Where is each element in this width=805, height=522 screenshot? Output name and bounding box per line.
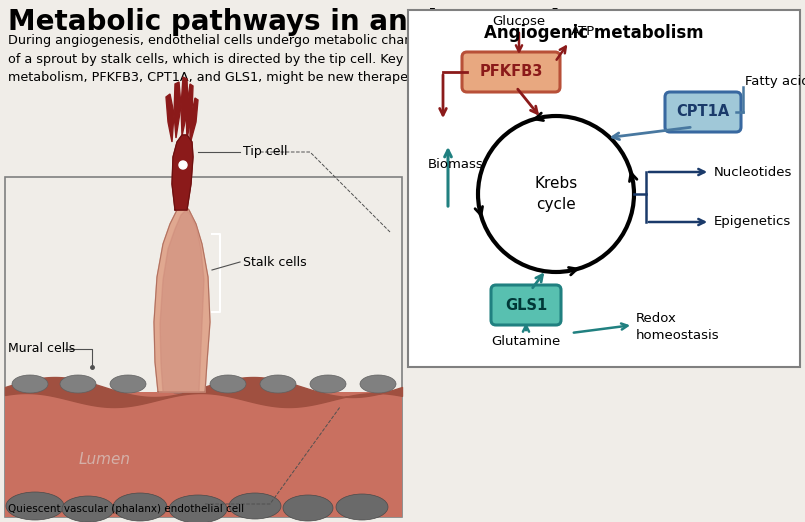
Text: PFKFB3: PFKFB3 [479,65,543,79]
Text: During angiogenesis, endothelial cells undergo metabolic changes that facilitate: During angiogenesis, endothelial cells u… [8,34,628,84]
Text: Glucose: Glucose [493,15,546,28]
Ellipse shape [283,495,333,521]
Ellipse shape [160,375,196,393]
Ellipse shape [229,493,281,519]
Text: Metabolic pathways in angiogenesis: Metabolic pathways in angiogenesis [8,8,576,36]
Polygon shape [174,82,181,138]
Ellipse shape [6,492,64,520]
Ellipse shape [336,494,388,520]
Ellipse shape [60,375,96,393]
Polygon shape [154,204,210,392]
FancyBboxPatch shape [5,392,402,517]
Polygon shape [160,210,204,392]
Ellipse shape [169,495,227,522]
Text: Biomass: Biomass [428,158,484,171]
Ellipse shape [12,375,48,393]
Text: Glutamine: Glutamine [491,335,560,348]
Polygon shape [181,77,188,136]
Polygon shape [172,135,193,210]
FancyBboxPatch shape [665,92,741,132]
Polygon shape [186,84,193,139]
Text: Tip cell: Tip cell [243,146,287,159]
Polygon shape [166,94,174,142]
Ellipse shape [110,375,146,393]
Text: Angiogenic metabolism: Angiogenic metabolism [484,24,704,42]
Text: Epigenetics: Epigenetics [714,216,791,229]
FancyBboxPatch shape [5,177,402,517]
Ellipse shape [113,493,167,521]
Text: Quiescent vascular (phalanx) endothelial cell: Quiescent vascular (phalanx) endothelial… [8,504,244,514]
Ellipse shape [360,375,396,393]
Circle shape [179,161,187,169]
FancyBboxPatch shape [491,285,561,325]
Text: Stalk cells: Stalk cells [243,255,307,268]
Text: Lumen: Lumen [79,453,131,468]
Ellipse shape [260,375,296,393]
Text: GLS1: GLS1 [505,298,547,313]
Text: Mural cells: Mural cells [8,342,75,355]
Text: Nucleotides: Nucleotides [714,165,792,179]
Ellipse shape [310,375,346,393]
Text: ATP: ATP [571,25,595,38]
Text: Fatty acids: Fatty acids [745,76,805,89]
FancyBboxPatch shape [408,10,800,367]
Text: Krebs
cycle: Krebs cycle [535,176,578,212]
Text: CPT1A: CPT1A [676,104,729,120]
Polygon shape [190,98,198,144]
Ellipse shape [62,496,114,522]
Text: Redox
homeostasis: Redox homeostasis [636,312,720,342]
FancyBboxPatch shape [462,52,560,92]
Ellipse shape [210,375,246,393]
